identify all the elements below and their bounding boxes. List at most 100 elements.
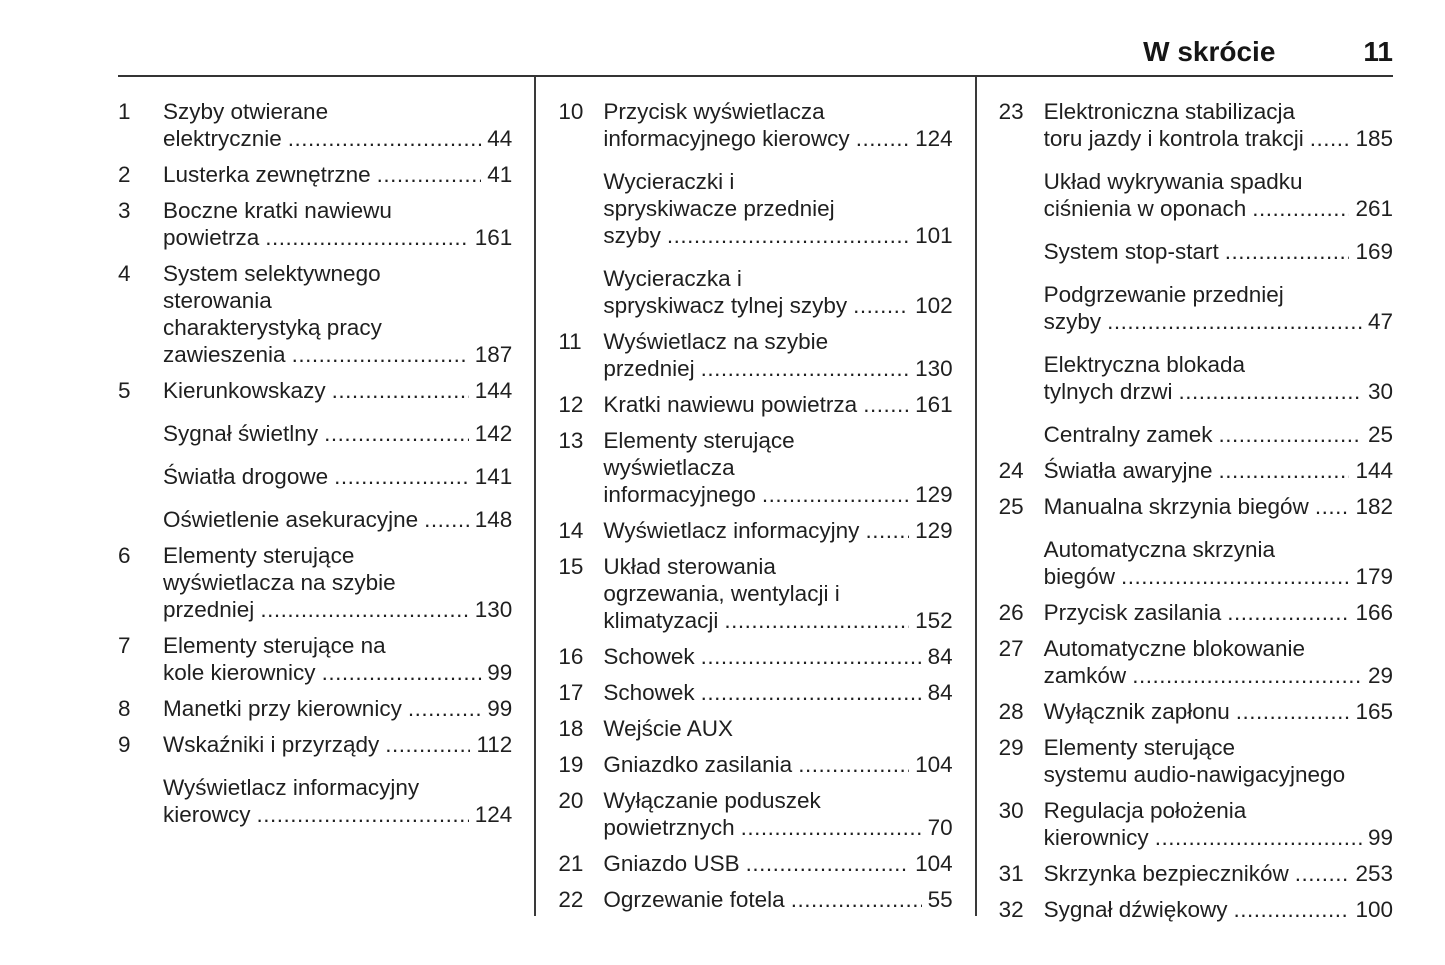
toc-entry-text: zamków: [1043, 663, 1127, 688]
toc-entry-number: [999, 536, 1044, 590]
dot-leader: [853, 292, 909, 319]
toc-entry-text-line: Automatyczna skrzynia: [1044, 536, 1393, 563]
dot-leader: [324, 420, 469, 447]
toc-entry-body: System selektywnego sterowania charakterys…: [163, 260, 512, 368]
toc-entry-number: 4: [118, 261, 131, 286]
toc-entry-number: 24: [998, 458, 1024, 483]
toc-entry-number: 12: [558, 392, 584, 417]
toc-entry-page: 101: [915, 223, 953, 248]
toc-entry-body: Przycisk zasilania 166: [1044, 599, 1393, 626]
dot-leader: [1132, 662, 1362, 689]
toc-entry-text: Skrzynka bezpieczników: [1043, 861, 1289, 886]
toc-entry-number: 19: [558, 752, 584, 777]
dot-leader: [288, 125, 482, 152]
header-rule: [118, 75, 1393, 77]
toc-entry-number: 14: [558, 518, 584, 543]
toc-entry-text: Boczne kratki nawiewu: [163, 198, 392, 223]
toc-entry-text: kierownicy: [1043, 825, 1149, 850]
toc-entry: System stop-start 169: [999, 238, 1393, 265]
toc-entry-number: [999, 351, 1044, 405]
dot-leader: [1155, 824, 1362, 851]
toc-entry-text: klimatyzacji: [603, 608, 719, 633]
toc-entry: 31 Skrzynka bezpieczników 253: [999, 860, 1393, 887]
dot-leader: [1252, 195, 1349, 222]
toc-entry: 21 Gniazdo USB 104: [558, 850, 952, 877]
toc-entry: 18 Wejście AUX: [558, 715, 952, 742]
toc-entry-body: Elementy sterujące wyświetlacza informacyj…: [603, 427, 952, 508]
toc-column-2: 10 Przycisk wyświetlacza informacyjnego ki…: [558, 77, 952, 924]
toc-entry-text-line: kierowcy 124: [163, 801, 512, 828]
toc-entry-text-line: informacyjnego kierowcy 124: [603, 125, 952, 152]
toc-entry-text: Przycisk wyświetlacza: [603, 99, 825, 124]
toc-entry-number: [558, 168, 603, 249]
toc-entry-text-line: sterowania: [163, 287, 512, 314]
dot-leader: [377, 161, 482, 188]
dot-leader: [424, 506, 469, 533]
toc-entry-text: Sygnał świetlny: [163, 421, 319, 446]
dot-leader: [257, 801, 469, 828]
dot-leader: [385, 731, 470, 758]
toc-entry-body: Lusterka zewnętrzne 41: [163, 161, 512, 188]
toc-entry-text: tylnych drzwi: [1043, 379, 1173, 404]
toc-entry-text-line: Szyby otwierane: [163, 98, 512, 125]
toc-entry-page: 84: [927, 680, 953, 705]
dot-leader: [408, 695, 481, 722]
toc-entry-page: 100: [1355, 897, 1393, 922]
toc-entry-page: 99: [1367, 825, 1393, 850]
toc-entry-page: 44: [487, 126, 513, 151]
toc-entry-text: Układ sterowania: [603, 554, 776, 579]
toc-entry-number: 13: [558, 428, 584, 453]
toc-entry-text-line: Układ sterowania: [603, 553, 952, 580]
toc-entry-number: 3: [118, 198, 131, 223]
toc-entry-text: kole kierownicy: [163, 660, 316, 685]
toc-entry-text-line: biegów 179: [1044, 563, 1393, 590]
toc-entry-page: 144: [474, 378, 513, 403]
toc-entry-text-line: Manetki przy kierownicy 99: [163, 695, 512, 722]
toc-entry-number: 31: [998, 861, 1024, 886]
toc-entry-body: Schowek 84: [603, 643, 952, 670]
toc-entry-text-line: Elementy sterujące: [1044, 734, 1393, 761]
toc-entry-page: 187: [474, 342, 513, 367]
toc-entry-text-line: Światła awaryjne 144: [1044, 457, 1393, 484]
toc-entry: 28 Wyłącznik zapłonu 165: [999, 698, 1393, 725]
toc-entry-text-line: ciśnienia w oponach 261: [1044, 195, 1393, 222]
toc-entry-page: 55: [927, 887, 953, 912]
toc-entry-text-line: elektrycznie 44: [163, 125, 512, 152]
toc-entry: 29 Elementy sterujące systemu audio-nawiga…: [999, 734, 1393, 788]
toc-entry-text: Wycieraczki i: [603, 169, 735, 194]
toc-entry-body: Wyłącznik zapłonu 165: [1044, 698, 1393, 725]
toc-entry-text-line: przedniej 130: [163, 596, 512, 623]
toc-entry-text: Elementy sterujące: [163, 543, 355, 568]
toc-entry-text-line: Manualna skrzynia biegów 182: [1044, 493, 1393, 520]
toc-entry-body: Ogrzewanie fotela 55: [603, 886, 952, 913]
toc-entry-page: 124: [915, 126, 953, 151]
toc-entry-body: Układ wykrywania spadku ciśnienia w opona…: [1044, 168, 1393, 222]
toc-entry-number: 11: [558, 329, 582, 354]
toc-entry-number: 25: [998, 494, 1024, 519]
dot-leader: [1218, 421, 1361, 448]
toc-entry-page: 166: [1355, 600, 1393, 625]
toc-entry-text: Schowek: [603, 680, 695, 705]
toc-entry-text-line: Przycisk zasilania 166: [1044, 599, 1393, 626]
toc-entry: Światła drogowe 141: [118, 463, 512, 490]
toc-entry-text-line: informacyjnego 129: [603, 481, 952, 508]
toc-entry-number: 18: [558, 716, 584, 741]
toc-entry: 2 Lusterka zewnętrzne 41: [118, 161, 512, 188]
dot-leader: [260, 596, 468, 623]
toc-entry-page: 141: [474, 464, 513, 489]
toc-entry-number: 27: [998, 636, 1024, 661]
toc-entry-text: spryskiwacze przedniej: [603, 196, 835, 221]
toc-entry: 22 Ogrzewanie fotela 55: [558, 886, 952, 913]
toc-entry-body: Manetki przy kierownicy 99: [163, 695, 512, 722]
toc-entry-text: Światła awaryjne: [1043, 458, 1213, 483]
toc-entry-text-line: kierownicy 99: [1044, 824, 1393, 851]
toc-entry-text-line: klimatyzacji 152: [603, 607, 952, 634]
toc-entry-text-line: szyby 47: [1044, 308, 1393, 335]
toc-entry-text: Podgrzewanie przedniej: [1043, 282, 1284, 307]
toc-entry-text-line: System stop-start 169: [1044, 238, 1393, 265]
